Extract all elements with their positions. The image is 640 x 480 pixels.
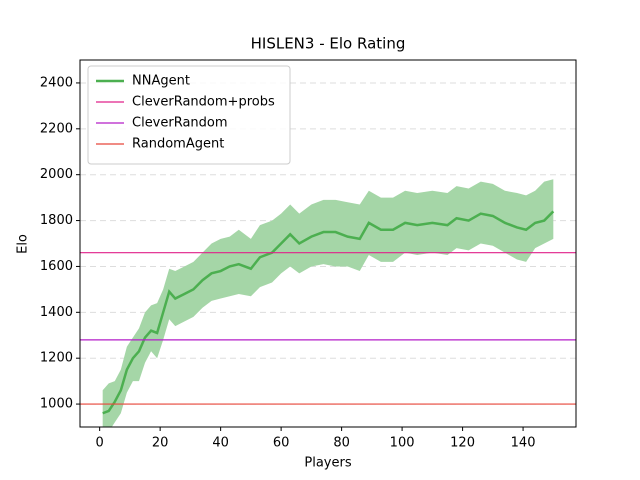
confidence-band xyxy=(102,179,554,427)
legend-label: NNAgent xyxy=(132,74,190,89)
x-tick-label: 20 xyxy=(152,436,169,451)
x-tick-label: 120 xyxy=(450,436,475,451)
legend-label: RandomAgent xyxy=(132,137,224,152)
legend-box xyxy=(87,65,291,165)
x-tick-label: 60 xyxy=(273,436,290,451)
y-axis-label: Elo xyxy=(16,234,31,254)
plot-area xyxy=(80,82,576,427)
y-tick-label: 2000 xyxy=(40,167,73,182)
y-tick-label: 1200 xyxy=(40,351,73,366)
y-tick-label: 1000 xyxy=(40,397,73,412)
axes-frame xyxy=(79,59,577,428)
y-tick-label: 2200 xyxy=(40,121,73,136)
x-tick-label: 0 xyxy=(96,436,104,451)
y-tick-label: 1800 xyxy=(40,213,73,228)
legend-label: CleverRandom xyxy=(132,116,228,131)
y-tick-label: 2400 xyxy=(40,75,73,90)
y-tick-label: 1400 xyxy=(40,305,73,320)
x-tick-label: 100 xyxy=(390,436,415,451)
y-tick-label: 1600 xyxy=(40,259,73,274)
chart-title: HISLEN3 - Elo Rating xyxy=(251,35,406,53)
legend-label: CleverRandom+probs xyxy=(132,95,275,110)
x-tick-label: 140 xyxy=(511,436,536,451)
x-tick-label: 40 xyxy=(212,436,229,451)
x-tick-label: 80 xyxy=(333,436,350,451)
x-axis-label: Players xyxy=(304,456,351,471)
series-line xyxy=(102,210,555,415)
